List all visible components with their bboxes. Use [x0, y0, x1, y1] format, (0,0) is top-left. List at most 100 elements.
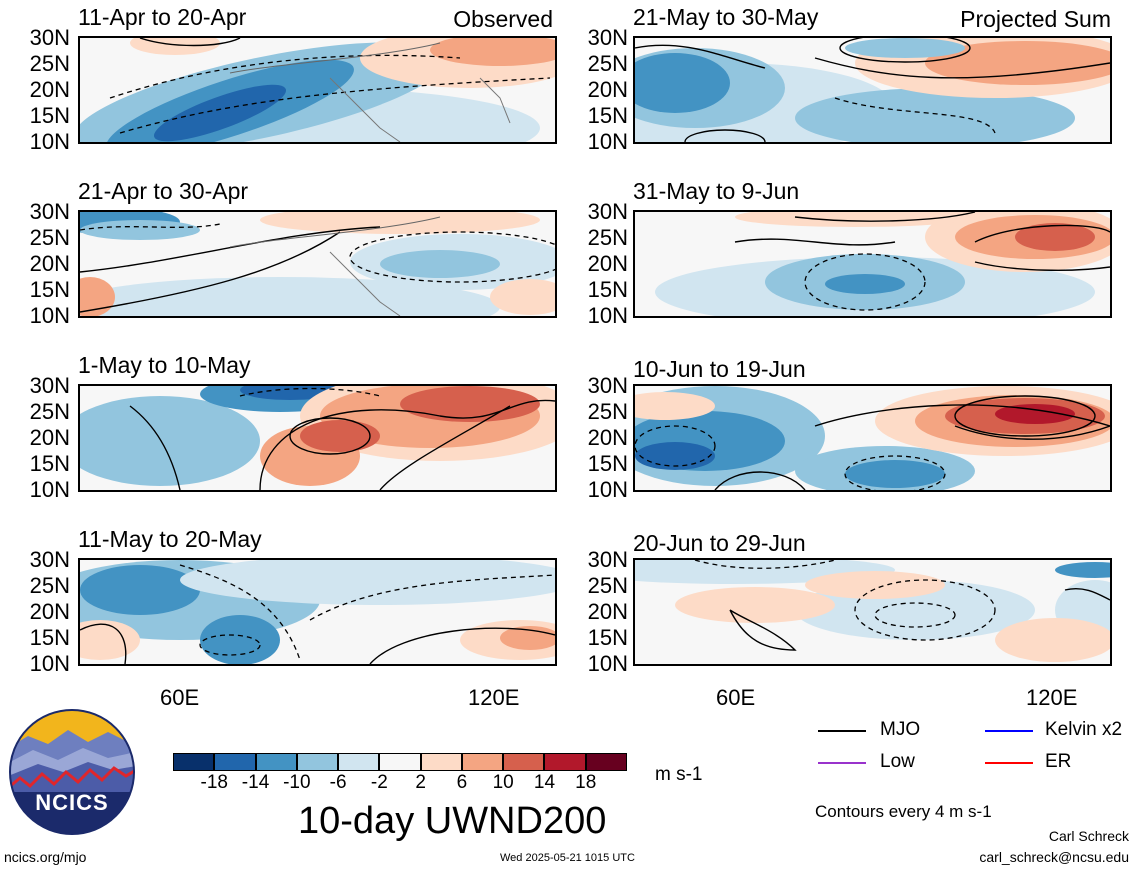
colorbar-tick-label: -18 — [200, 772, 228, 793]
map-panel — [633, 36, 1112, 144]
colorbar-tick-label: 10 — [492, 772, 514, 793]
lat-label: 10N — [29, 477, 70, 502]
colorbar — [173, 753, 627, 771]
lon-label: 120E — [1026, 685, 1078, 710]
footer-email[interactable]: carl_schreck@ncsu.edu — [979, 849, 1129, 865]
colorbar-swatch — [255, 753, 297, 771]
lat-label: 25N — [587, 225, 628, 250]
lat-label: 10N — [587, 303, 628, 328]
panel-label-projected: Projected Sum — [960, 6, 1111, 32]
lat-label: 20N — [587, 251, 628, 276]
colorbar-tick-label: -2 — [370, 772, 388, 793]
map-panel — [633, 384, 1112, 492]
lat-label: 10N — [587, 651, 628, 676]
colorbar-tick-label: -10 — [283, 772, 311, 793]
legend-label-er: ER — [1045, 751, 1072, 772]
panel-title: 21-Apr to 30-Apr — [78, 178, 249, 204]
lat-label: 25N — [29, 51, 70, 76]
lat-label: 20N — [587, 77, 628, 102]
lat-label: 15N — [587, 277, 628, 302]
lat-label: 30N — [587, 547, 628, 572]
legend-label-low: Low — [880, 751, 915, 772]
lat-label: 20N — [29, 251, 70, 276]
lon-label: 60E — [716, 685, 756, 710]
lat-label: 15N — [587, 625, 628, 650]
panel-title: 31-May to 9-Jun — [633, 178, 800, 204]
colorbar-swatch — [503, 753, 545, 771]
lat-label: 20N — [587, 599, 628, 624]
colorbar-ticks: -18 -14 -10 -6 -2 2 6 10 14 18 — [173, 772, 627, 798]
colorbar-swatch — [173, 753, 215, 771]
map-panel — [78, 558, 557, 666]
colorbar-tick-label: 6 — [456, 772, 468, 793]
lat-label: 30N — [29, 373, 70, 398]
map-panel — [78, 384, 557, 492]
colorbar-swatch — [585, 753, 627, 771]
lat-label: 25N — [587, 573, 628, 598]
figure-title: 10-day UWND200 — [298, 800, 607, 842]
panel-title: 1-May to 10-May — [78, 352, 251, 378]
lat-label: 10N — [29, 303, 70, 328]
lat-label: 10N — [587, 477, 628, 502]
lat-label: 15N — [587, 451, 628, 476]
footer-author: Carl Schreck — [1048, 828, 1129, 844]
lat-label: 30N — [29, 199, 70, 224]
legend-line-mjo — [818, 730, 866, 732]
colorbar-swatch — [214, 753, 256, 771]
colorbar-swatch — [379, 753, 421, 771]
lat-label: 15N — [29, 103, 70, 128]
colorbar-swatch — [461, 753, 504, 771]
lat-label: 30N — [587, 373, 628, 398]
lat-label: 15N — [29, 277, 70, 302]
colorbar-tick-label: 14 — [533, 772, 556, 793]
lat-label: 25N — [587, 399, 628, 424]
panel-title: 10-Jun to 19-Jun — [633, 356, 806, 382]
legend-label-kelvin: Kelvin x2 — [1045, 719, 1123, 740]
lat-label: 10N — [587, 129, 628, 154]
colorbar-swatch — [544, 753, 586, 771]
lat-label: 15N — [587, 103, 628, 128]
footer-timestamp: Wed 2025-05-21 1015 UTC — [500, 852, 635, 864]
ncics-logo: NCICS — [8, 708, 136, 836]
map-panel — [633, 210, 1112, 318]
lat-label: 20N — [29, 77, 70, 102]
panel-title: 20-Jun to 29-Jun — [633, 530, 806, 556]
lat-label: 30N — [29, 547, 70, 572]
lat-label: 25N — [29, 573, 70, 598]
legend-label-mjo: MJO — [880, 719, 921, 740]
lat-label: 15N — [29, 451, 70, 476]
lat-label: 30N — [29, 25, 70, 50]
panel-label-observed: Observed — [453, 6, 553, 32]
lat-label: 25N — [587, 51, 628, 76]
colorbar-units: m s-1 — [655, 764, 703, 785]
contour-note: Contours every 4 m s-1 — [815, 802, 992, 821]
legend-line-kelvin — [985, 730, 1033, 732]
lon-label: 60E — [160, 685, 200, 710]
colorbar-tick-label: -6 — [329, 772, 347, 793]
lat-label: 20N — [29, 425, 70, 450]
map-panel — [78, 210, 557, 318]
lat-label: 10N — [29, 129, 70, 154]
lat-label: 25N — [29, 225, 70, 250]
lat-label: 20N — [29, 599, 70, 624]
logo-text: NCICS — [35, 790, 109, 815]
lat-label: 30N — [587, 199, 628, 224]
colorbar-tick-label: 18 — [575, 772, 597, 793]
lon-label: 120E — [468, 685, 520, 710]
map-panel — [633, 558, 1112, 666]
lat-label: 30N — [587, 25, 628, 50]
panel-title: 11-Apr to 20-Apr — [78, 4, 247, 30]
legend-line-er — [985, 762, 1033, 764]
lat-label: 25N — [29, 399, 70, 424]
colorbar-swatch — [296, 753, 339, 771]
lat-label: 10N — [29, 651, 70, 676]
colorbar-swatch — [338, 753, 380, 771]
legend-line-low — [818, 762, 866, 764]
panel-title: 21-May to 30-May — [633, 4, 819, 30]
colorbar-tick-label: -14 — [241, 772, 270, 793]
footer-url[interactable]: ncics.org/mjo — [4, 849, 87, 865]
lat-label: 20N — [587, 425, 628, 450]
panel-title: 11-May to 20-May — [78, 526, 262, 552]
colorbar-swatch — [420, 753, 462, 771]
colorbar-tick-label: 2 — [415, 772, 426, 793]
